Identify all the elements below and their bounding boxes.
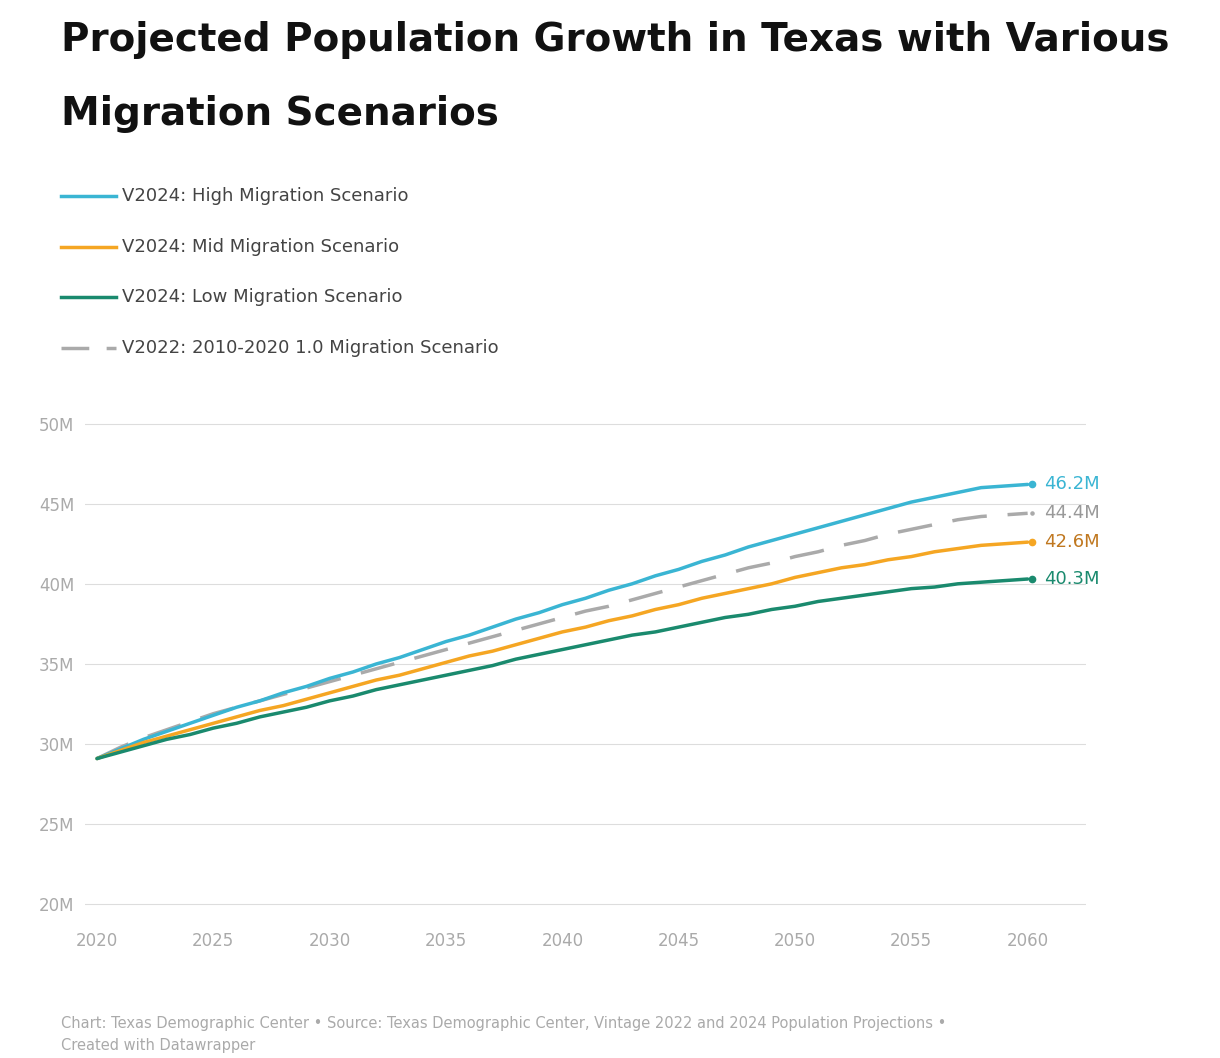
Text: Chart: Texas Demographic Center • Source: Texas Demographic Center, Vintage 2022: Chart: Texas Demographic Center • Source… — [61, 1016, 947, 1053]
Text: V2024: High Migration Scenario: V2024: High Migration Scenario — [122, 186, 409, 205]
Text: Projected Population Growth in Texas with Various: Projected Population Growth in Texas wit… — [61, 21, 1170, 59]
Text: 46.2M: 46.2M — [1044, 475, 1099, 493]
Text: Migration Scenarios: Migration Scenarios — [61, 95, 499, 133]
Text: 40.3M: 40.3M — [1044, 570, 1099, 588]
Text: V2022: 2010-2020 1.0 Migration Scenario: V2022: 2010-2020 1.0 Migration Scenario — [122, 339, 499, 358]
Text: 44.4M: 44.4M — [1044, 505, 1099, 523]
Text: V2024: Mid Migration Scenario: V2024: Mid Migration Scenario — [122, 237, 399, 256]
Text: 42.6M: 42.6M — [1044, 533, 1099, 551]
Text: V2024: Low Migration Scenario: V2024: Low Migration Scenario — [122, 288, 403, 307]
